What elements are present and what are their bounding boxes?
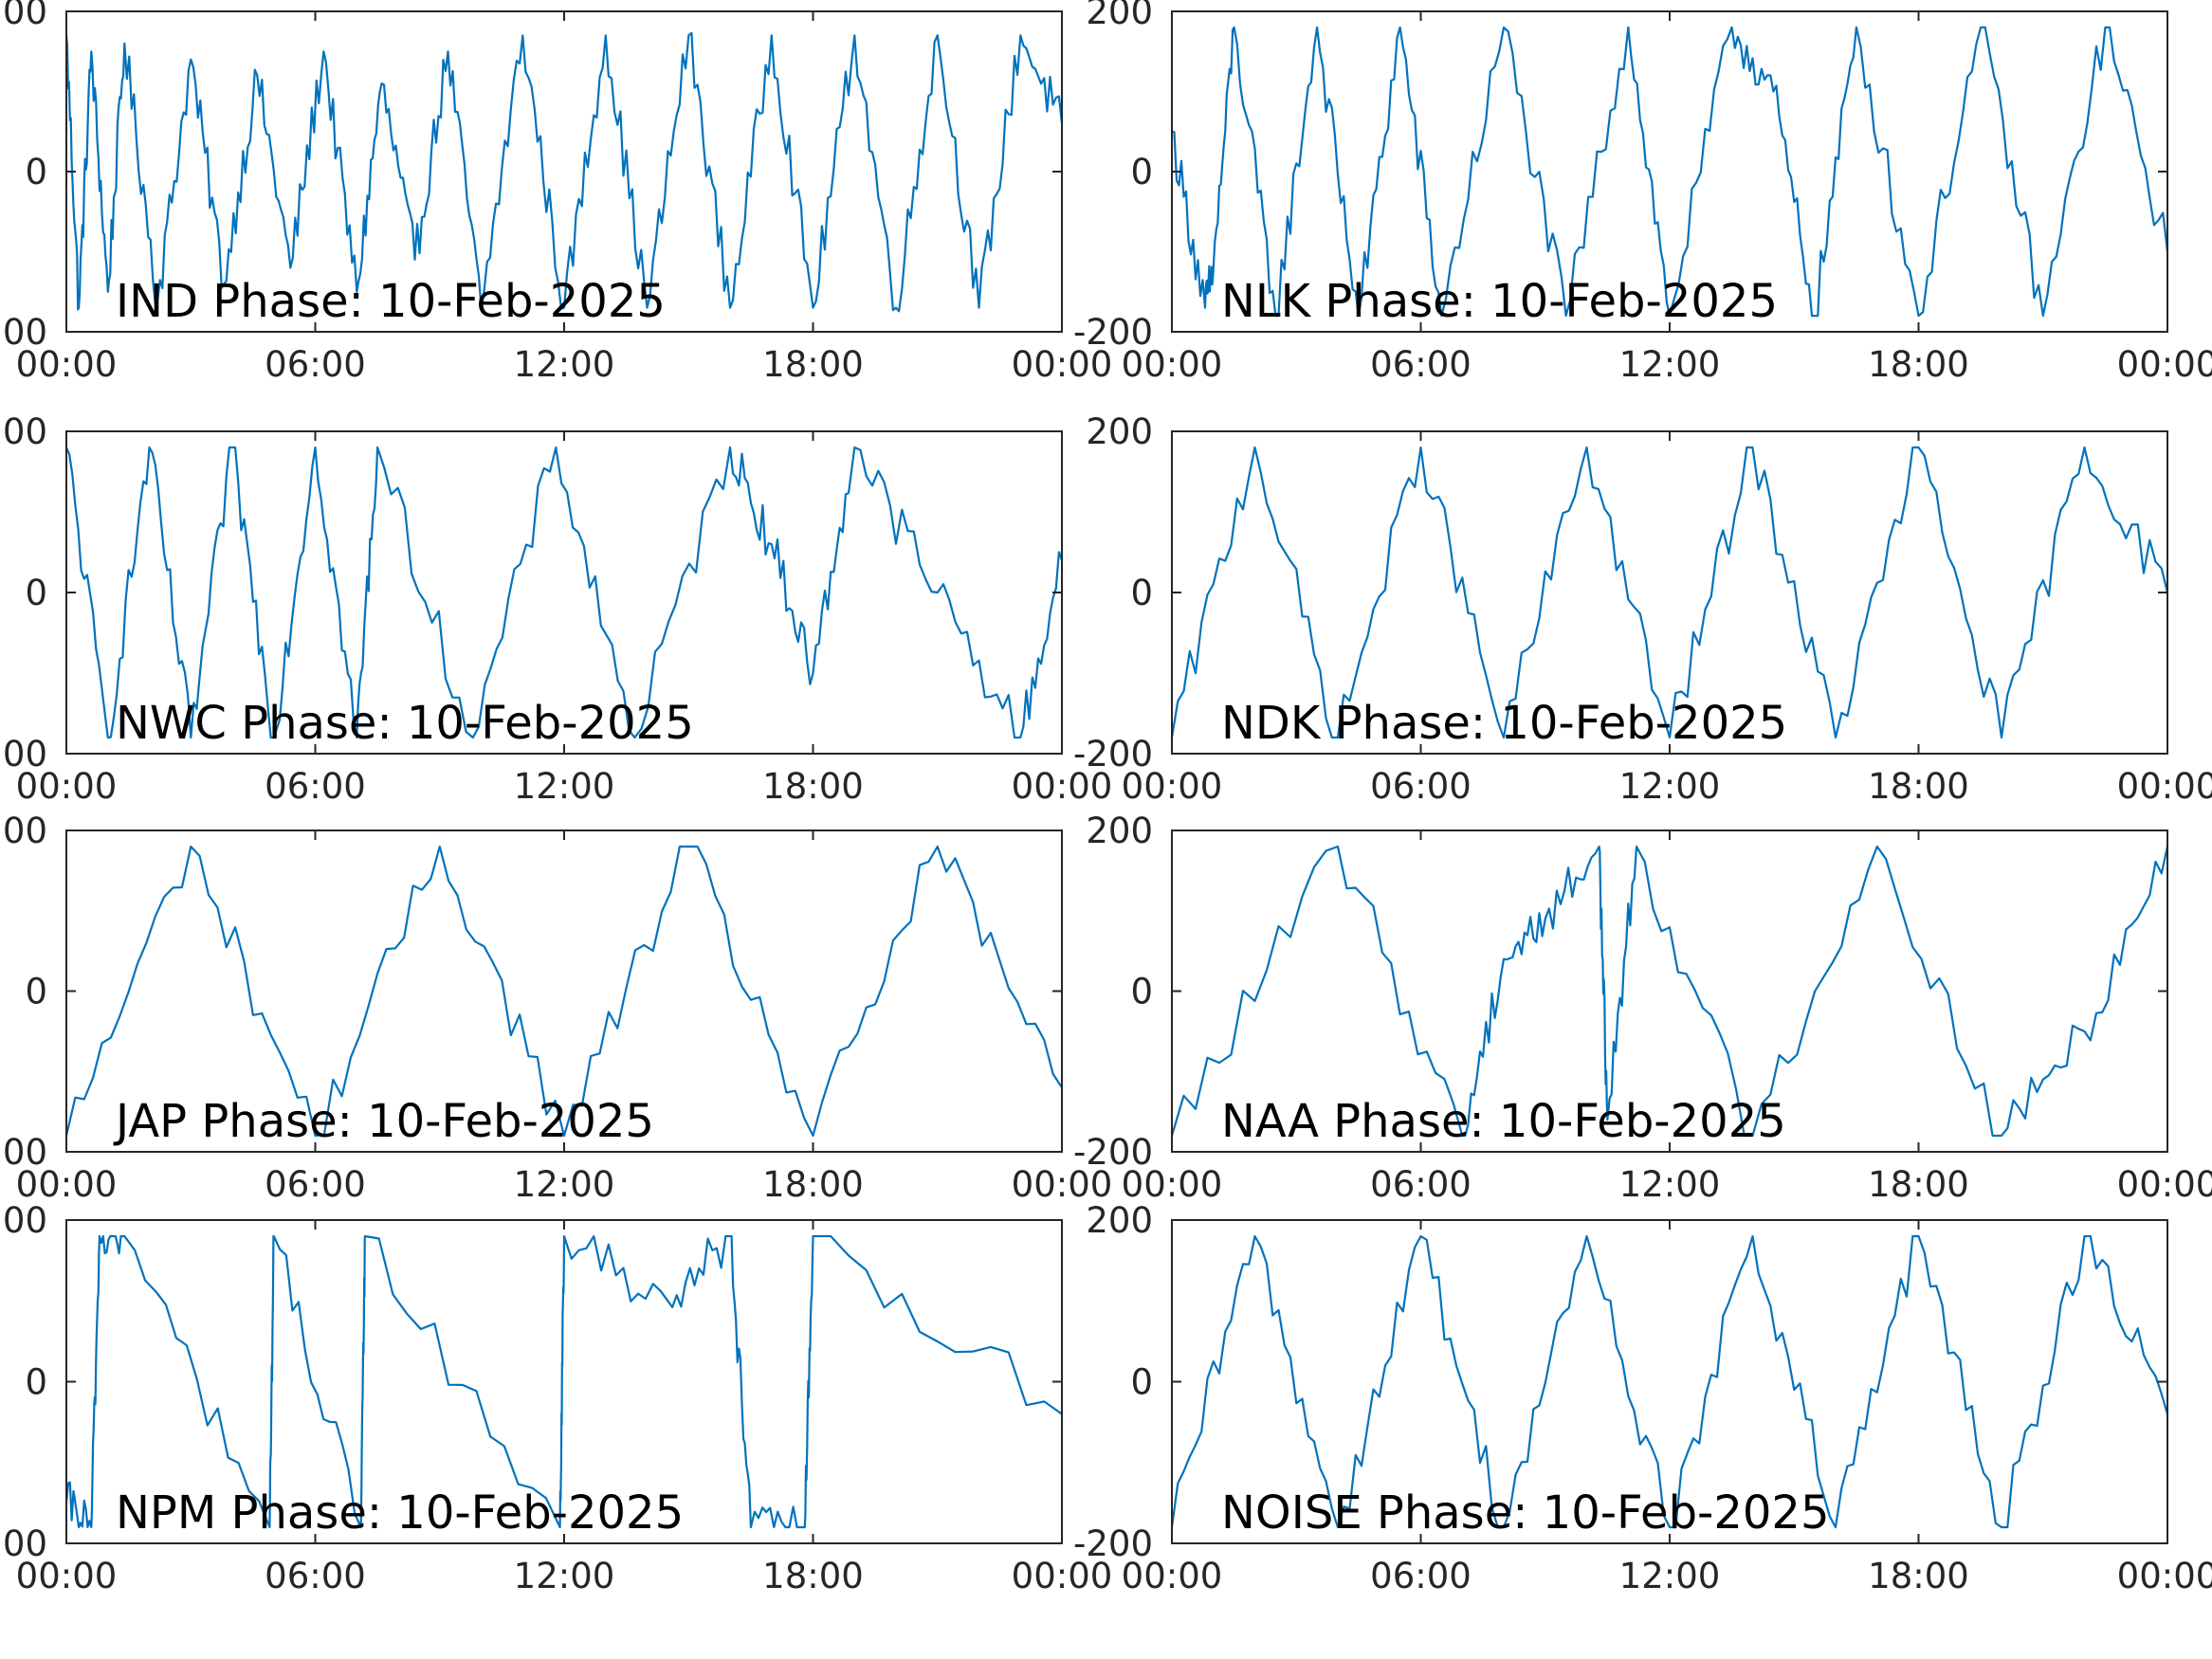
- x-tick-label: 12:00: [1619, 766, 1721, 807]
- x-tick-label: 00:00: [2117, 766, 2212, 807]
- y-tick-label: -200: [0, 1132, 47, 1173]
- x-tick-label: 12:00: [1619, 344, 1721, 385]
- panel-annotation: NLK Phase: 10-Feb-2025: [1221, 275, 1778, 328]
- x-tick-label: 12:00: [514, 1556, 615, 1596]
- y-tick-label: 0: [25, 1362, 47, 1403]
- x-tick-label: 06:00: [1370, 766, 1472, 807]
- y-tick-label: -200: [0, 312, 47, 353]
- panel-annotation: NAA Phase: 10-Feb-2025: [1221, 1095, 1786, 1148]
- x-tick-label: 00:00: [2117, 344, 2212, 385]
- x-tick-label: 06:00: [265, 766, 366, 807]
- x-tick-label: 18:00: [1868, 1164, 1969, 1205]
- y-tick-label: 0: [25, 152, 47, 192]
- x-tick-label: 00:00: [1122, 1164, 1223, 1205]
- x-tick-label: 00:00: [1012, 766, 1113, 807]
- y-tick-label: 200: [1086, 411, 1153, 452]
- series-line: [66, 845, 1062, 1138]
- x-tick-label: 00:00: [16, 766, 118, 807]
- y-tick-label: 200: [0, 1200, 47, 1241]
- series-line: [66, 31, 1062, 313]
- x-tick-label: 00:00: [1122, 344, 1223, 385]
- y-tick-label: -200: [1073, 1523, 1153, 1564]
- x-tick-label: 06:00: [265, 1556, 366, 1596]
- panel-annotation: NDK Phase: 10-Feb-2025: [1221, 697, 1787, 750]
- x-tick-label: 12:00: [1619, 1164, 1721, 1205]
- x-tick-label: 00:00: [1012, 344, 1113, 385]
- panel-annotation: NWC Phase: 10-Feb-2025: [116, 697, 694, 750]
- y-tick-label: 0: [1130, 152, 1153, 192]
- x-tick-label: 18:00: [762, 1556, 864, 1596]
- y-tick-label: 0: [1130, 1362, 1153, 1403]
- x-tick-label: 06:00: [1370, 344, 1472, 385]
- y-tick-label: -200: [0, 1523, 47, 1564]
- x-tick-label: 06:00: [265, 344, 366, 385]
- series-line: [66, 446, 1062, 739]
- panel-annotation: NOISE Phase: 10-Feb-2025: [1221, 1486, 1830, 1540]
- x-tick-label: 18:00: [1868, 766, 1969, 807]
- panel-annotation: JAP Phase: 10-Feb-2025: [113, 1095, 654, 1148]
- series-line: [1172, 446, 2167, 739]
- x-tick-label: 18:00: [1868, 344, 1969, 385]
- y-tick-label: 200: [1086, 1200, 1153, 1241]
- x-tick-label: 18:00: [762, 1164, 864, 1205]
- x-tick-label: 18:00: [762, 766, 864, 807]
- y-tick-label: -200: [1073, 1132, 1153, 1173]
- x-tick-label: 06:00: [265, 1164, 366, 1205]
- y-tick-label: 200: [1086, 811, 1153, 851]
- y-tick-label: -200: [1073, 312, 1153, 353]
- y-tick-label: 0: [25, 972, 47, 1012]
- x-tick-label: 00:00: [2117, 1556, 2212, 1596]
- x-tick-label: 00:00: [1012, 1164, 1113, 1205]
- x-tick-label: 12:00: [514, 1164, 615, 1205]
- x-tick-label: 00:00: [1012, 1556, 1113, 1596]
- x-tick-label: 12:00: [514, 766, 615, 807]
- series-line: [1172, 845, 2167, 1138]
- x-tick-label: 06:00: [1370, 1556, 1472, 1596]
- series-line: [1172, 1234, 2167, 1529]
- x-tick-label: 00:00: [2117, 1164, 2212, 1205]
- y-tick-label: 200: [0, 0, 47, 32]
- x-tick-label: 00:00: [1122, 766, 1223, 807]
- y-tick-label: -200: [0, 734, 47, 775]
- series-line: [1172, 26, 2167, 318]
- x-tick-label: 12:00: [514, 344, 615, 385]
- x-tick-label: 00:00: [16, 1556, 118, 1596]
- x-tick-label: 00:00: [16, 344, 118, 385]
- y-tick-label: 0: [1130, 573, 1153, 613]
- x-tick-label: 12:00: [1619, 1556, 1721, 1596]
- x-tick-label: 00:00: [1122, 1556, 1223, 1596]
- y-tick-label: -200: [1073, 734, 1153, 775]
- y-tick-label: 200: [0, 411, 47, 452]
- y-tick-label: 0: [1130, 972, 1153, 1012]
- y-tick-label: 0: [25, 573, 47, 613]
- x-tick-label: 06:00: [1370, 1164, 1472, 1205]
- series-line: [66, 1234, 1062, 1529]
- y-tick-label: 200: [0, 811, 47, 851]
- panel-annotation: IND Phase: 10-Feb-2025: [116, 275, 666, 328]
- x-tick-label: 18:00: [762, 344, 864, 385]
- x-tick-label: 00:00: [16, 1164, 118, 1205]
- panel-annotation: NPM Phase: 10-Feb-2025: [116, 1486, 684, 1540]
- y-tick-label: 200: [1086, 0, 1153, 32]
- x-tick-label: 18:00: [1868, 1556, 1969, 1596]
